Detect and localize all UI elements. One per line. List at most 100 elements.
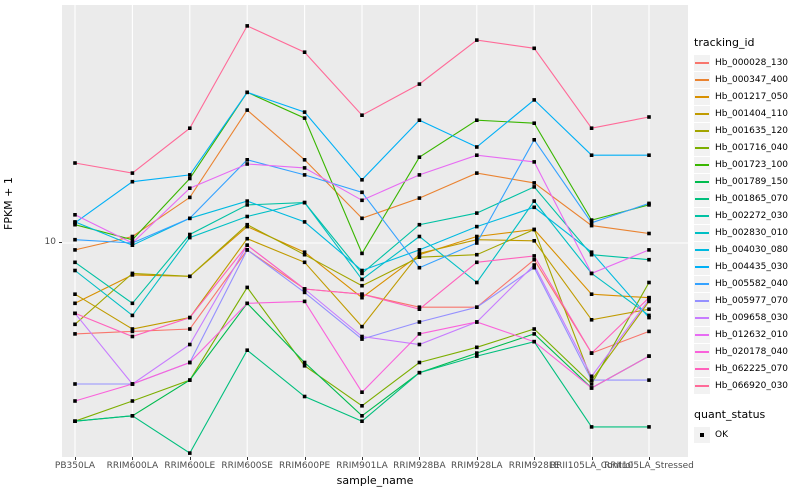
data-point [589, 221, 594, 225]
legend-item-label: Hb_005977_070 [715, 295, 789, 306]
data-point [532, 121, 536, 125]
data-point [188, 232, 192, 237]
data-point [589, 223, 594, 228]
x-tick-mark [649, 457, 650, 460]
x-tick-label-PB350LA: PB350LA [54, 461, 96, 471]
data-point [360, 419, 364, 423]
data-point [589, 386, 594, 390]
legend-item-Hb_001865_070: Hb_001865_070 [694, 190, 798, 207]
legend-item-Hb_005582_040: Hb_005582_040 [694, 275, 798, 292]
data-point [73, 248, 77, 252]
x-tick-label-RRIM928BA: RRIM928BA [393, 461, 446, 471]
data-point [188, 327, 192, 331]
legend-item-label: Hb_000028_130 [715, 57, 789, 68]
plot-canvas [62, 5, 688, 457]
data-point [302, 110, 307, 114]
x-tick-mark [362, 457, 363, 460]
data-point [475, 171, 479, 175]
legend-key-line-icon [694, 54, 710, 71]
data-point [360, 198, 364, 203]
legend-key-line-icon [694, 173, 710, 190]
data-point [647, 295, 651, 300]
legend-item-Hb_004030_080: Hb_004030_080 [694, 241, 798, 258]
data-point [475, 252, 479, 257]
data-point [73, 268, 77, 273]
data-point [360, 295, 364, 300]
data-point [417, 222, 422, 227]
data-point [302, 250, 307, 254]
x-tick-mark [591, 457, 593, 460]
data-point [245, 243, 249, 247]
legend-item-label: Hb_001635_120 [715, 125, 789, 136]
data-point [73, 311, 77, 316]
legend-item-label: Hb_062225_070 [715, 363, 789, 374]
data-point [417, 82, 422, 86]
legend-item-label: Hb_000347_400 [715, 74, 789, 85]
data-point [73, 399, 77, 403]
data-point [73, 221, 77, 225]
data-point [130, 179, 135, 184]
data-point [73, 213, 77, 217]
x-tick-mark [419, 457, 421, 460]
legend-key-line-icon [694, 71, 710, 88]
legend-item-quant-ok: OK [694, 426, 798, 443]
legend-key-line-icon [694, 292, 710, 309]
data-point [589, 271, 594, 276]
data-point [589, 378, 594, 382]
data-point [245, 248, 249, 252]
data-point [130, 327, 135, 331]
data-point [647, 297, 651, 302]
data-point [417, 265, 422, 270]
data-point [130, 243, 135, 247]
data-point [360, 216, 364, 221]
data-point [360, 390, 364, 394]
data-point [532, 339, 536, 344]
legend-key-line-icon [694, 122, 710, 139]
data-point [589, 218, 594, 222]
data-point [130, 241, 135, 245]
data-point [475, 320, 479, 324]
data-point [417, 305, 422, 309]
data-point [360, 414, 364, 418]
data-point [647, 313, 651, 318]
data-point [360, 283, 364, 288]
legend-item-Hb_066920_030: Hb_066920_030 [694, 377, 798, 394]
data-point [417, 370, 422, 375]
data-point [73, 260, 77, 265]
data-point [245, 236, 249, 241]
legend-item-label: Hb_012632_010 [715, 329, 789, 340]
legend-item-label: Hb_009658_030 [715, 312, 789, 323]
data-point [302, 364, 307, 368]
data-point [417, 118, 422, 122]
data-point [245, 199, 249, 203]
x-tick-mark [534, 457, 536, 460]
x-tick-mark [304, 457, 306, 460]
data-point [589, 292, 594, 296]
legend-item-Hb_005977_070: Hb_005977_070 [694, 292, 798, 309]
data-point [188, 274, 192, 279]
data-point [302, 252, 307, 257]
legend-key-line-icon [694, 224, 710, 241]
legend-item-label: Hb_001716_040 [715, 142, 789, 153]
data-point [302, 290, 307, 295]
legend-item-label: Hb_004030_080 [715, 244, 789, 255]
data-point [475, 280, 479, 285]
data-point [647, 425, 651, 429]
data-point [589, 318, 594, 322]
data-point [245, 224, 249, 229]
data-point [647, 378, 651, 382]
data-point [130, 334, 135, 339]
legend-item-label: Hb_002272_030 [715, 210, 789, 221]
legend-key-line-icon [694, 309, 710, 326]
data-point [188, 176, 192, 181]
data-point [532, 199, 536, 203]
plot-panel [62, 5, 688, 457]
data-point [245, 285, 249, 290]
data-point [532, 239, 536, 243]
data-point [417, 342, 422, 347]
data-point [532, 265, 536, 270]
data-point [360, 404, 364, 408]
data-point [245, 222, 249, 227]
x-tick-label-RRIM600LE: RRIM600LE [164, 461, 216, 471]
data-point [647, 231, 651, 236]
